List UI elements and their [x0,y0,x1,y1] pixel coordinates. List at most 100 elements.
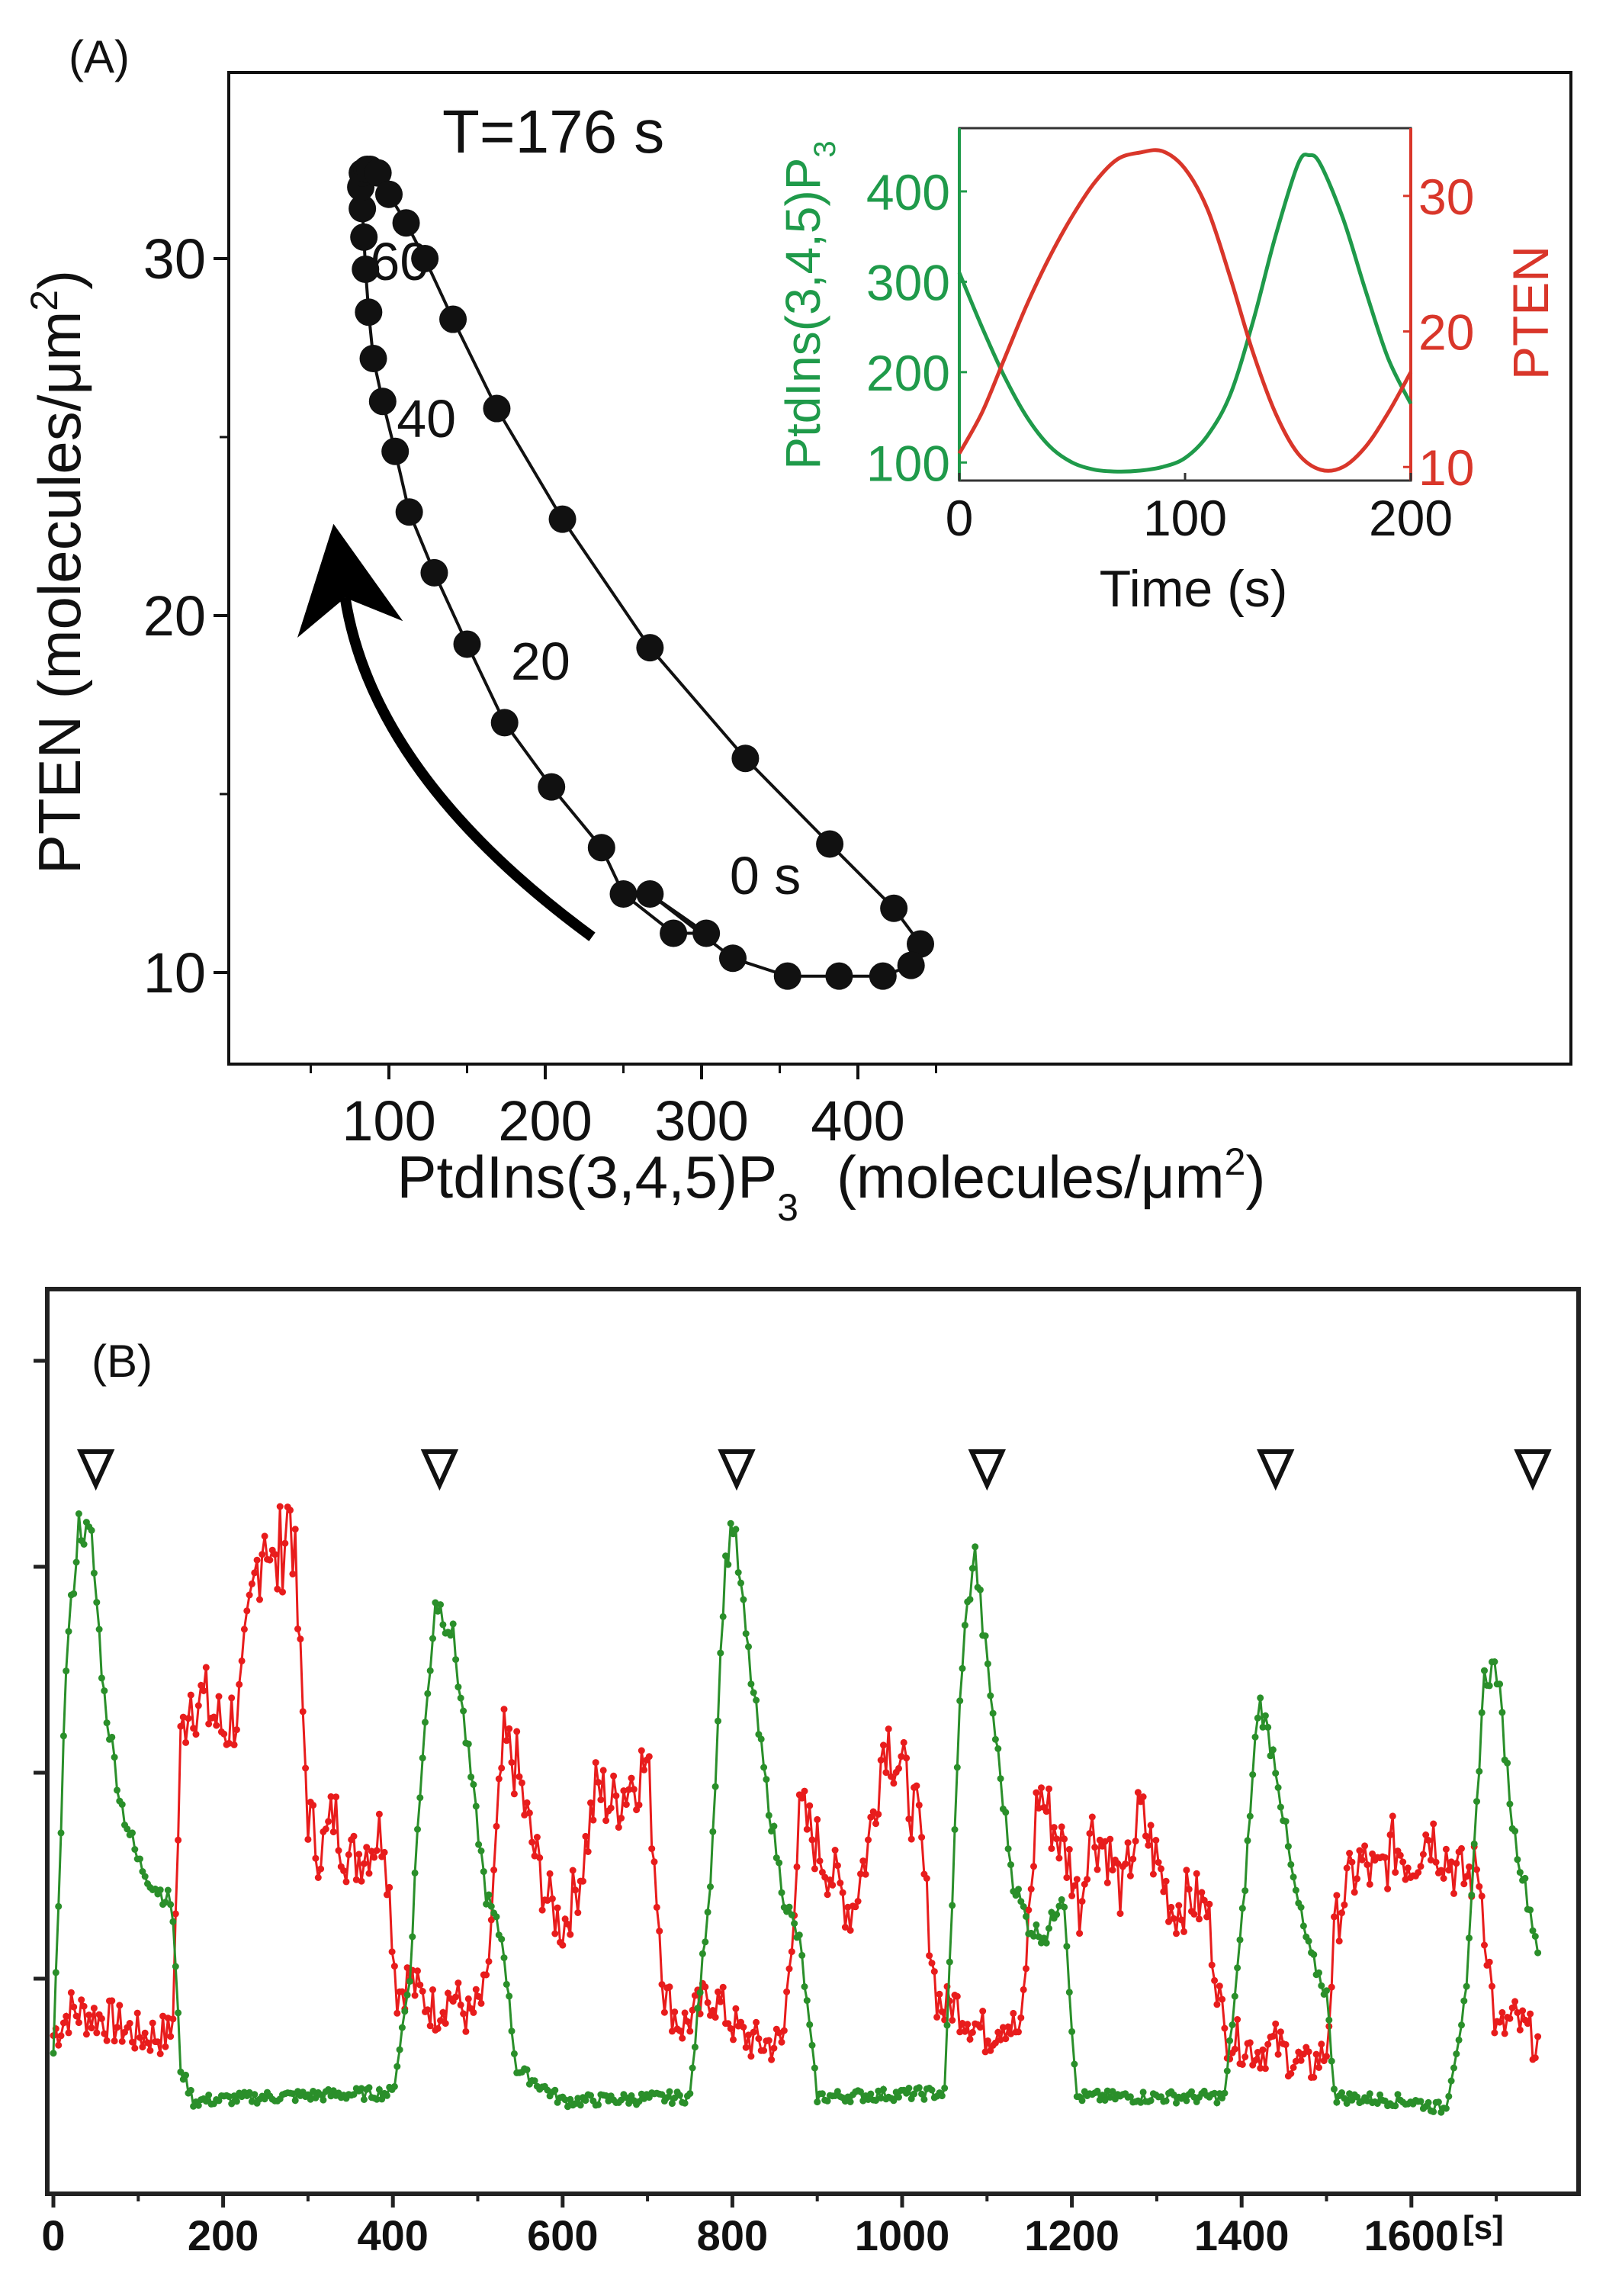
b-pip3-point [1323,1987,1330,1995]
b-pten-point [1129,1855,1137,1863]
b-pten-point [650,1858,658,1866]
b-pten-point [829,1881,837,1889]
b-pten-point [464,1995,472,2002]
b-pten-point [867,1813,875,1821]
b-pten-point [1466,1863,1473,1870]
inset-y-left-label: PtdIns(3,4,5)P3 [776,140,842,469]
b-pten-point [103,2037,111,2044]
b-pten-point [770,2044,778,2052]
b-pip3-point [567,2095,574,2103]
b-pip3-point [88,1526,95,1534]
b-pten-point [533,1834,541,1841]
b-pten-point [709,2007,717,2014]
panel-b-x-ticks: 0 200 400 600 800 1000 1200 1400 1600 [41,2194,1498,2259]
b-pip3-point [760,1764,768,1771]
b-pip3-point [1023,1912,1029,1920]
b-pten-point [386,1883,393,1891]
b-pten-point [964,2021,972,2028]
b-pten-point [994,2028,1002,2036]
b-pten-point [765,2037,772,2044]
b-pten-point [1025,1906,1033,1914]
b-pten-point [1213,2001,1221,2008]
b-pten-point [500,1706,508,1713]
b-pten-point [416,1981,424,1989]
b-pip3-point [788,1911,795,1918]
b-pip3-point [429,1635,436,1642]
b-pip3-point [325,2085,332,2093]
b-x-tick-label: 600 [527,2211,598,2259]
b-pip3-point [182,2071,190,2079]
b-pten-point [831,1847,839,1854]
b-pip3-point [98,1674,105,1682]
b-pten-point [437,2017,444,2024]
b-pip3-point [722,1552,729,1560]
b-pip3-point [1030,1932,1037,1940]
b-pten-point [1078,1898,1086,1905]
b-pip3-point [137,1855,143,1863]
b-pip3-point [470,1781,477,1788]
a-data-point [587,834,615,862]
a-data-point [355,298,383,326]
b-pip3-point [1241,1887,1249,1895]
b-pten-point [1460,1880,1468,1888]
b-pip3-point [918,2090,926,2098]
a-y-tick-label: 20 [143,584,206,648]
b-pten-point [859,1857,867,1865]
b-pip3-point [52,1969,59,1976]
b-pten-point [322,1825,329,1833]
b-pten-point [1442,1845,1450,1853]
b-pip3-point [903,2089,911,2097]
b-pip3-point [943,2021,951,2029]
b-pten-point [987,2047,994,2054]
b-pten-point [785,1965,793,1973]
b-pip3-point [1506,1800,1514,1808]
a-data-point [548,505,577,533]
b-pten-point [730,2036,737,2044]
b-pten-point [1094,1866,1101,1873]
b-pten-point [75,2019,82,2027]
b-pten-point [523,1799,531,1806]
b-pip3-point [1496,1680,1504,1688]
a-data-point [880,894,908,922]
b-pip3-point [1460,1997,1468,2005]
b-pip3-point [709,1828,717,1835]
b-pip3-point [1046,1925,1052,1932]
b-pip3-point [765,1812,772,1819]
b-pten-point [439,2008,447,2016]
b-pip3-point [467,1773,475,1781]
b-pip3-point [865,2096,872,2103]
b-pip3-point [141,1873,149,1880]
b-pip3-point [500,1954,508,1962]
b-pten-point [528,1838,536,1846]
b-pip3-point [625,2099,633,2107]
b-pten-point [90,2005,98,2012]
b-pip3-point [872,2097,879,2105]
b-pten-point [1356,1847,1363,1854]
b-pip3-point [1211,2089,1219,2097]
inset-series-pip3 [957,153,1413,474]
b-pten-point [857,1870,864,1878]
b-pip3-point [50,2050,57,2057]
b-pten-point [1173,1930,1180,1937]
b-pip3-point [1318,1982,1325,1989]
b-pip3-point [1315,1969,1322,1976]
b-pten-point [1257,2064,1264,2072]
b-pten-point [551,1930,559,1937]
b-x-tick-label: 1400 [1194,2211,1290,2259]
b-pten-point [1358,1856,1366,1863]
b-pten-point [966,2035,974,2043]
b-pip3-point [574,2095,582,2102]
a-data-point [897,951,925,979]
inset-left-tick-label: 400 [866,164,950,220]
b-pten-point [1147,1822,1155,1829]
b-pip3-point [676,2092,683,2099]
b-pten-point [610,1772,618,1780]
a-x-tick-label: 200 [498,1089,592,1153]
b-pten-point [1200,1896,1208,1904]
b-pip3-point [1455,2036,1463,2044]
b-pten-point [1290,2063,1297,2071]
b-pip3-point [742,1630,750,1638]
b-pten-point [411,1992,419,1999]
b-pip3-point [915,2084,923,2092]
